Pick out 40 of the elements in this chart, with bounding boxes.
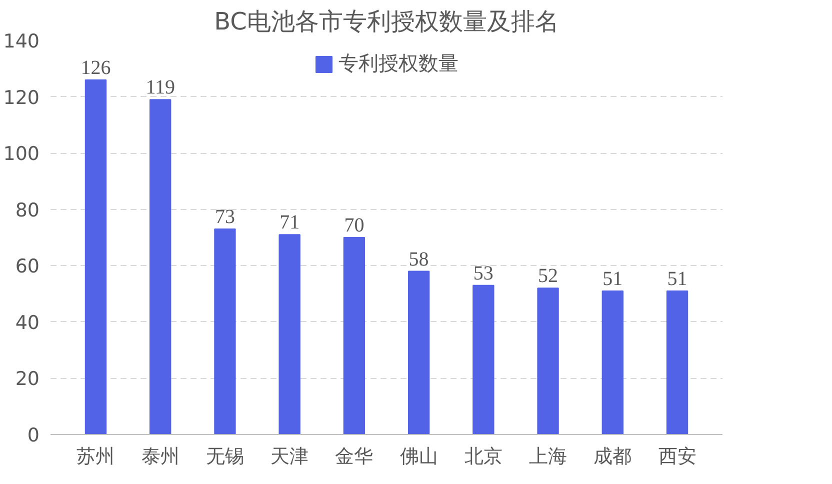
x-tick-label: 西安 bbox=[658, 446, 696, 468]
x-tick-label: 金华 bbox=[335, 446, 374, 468]
y-tick-label: 100 bbox=[3, 143, 40, 166]
data-label: 51 bbox=[667, 268, 688, 290]
data-label: 126 bbox=[80, 56, 111, 79]
x-tick-label: 北京 bbox=[464, 446, 502, 468]
data-label: 52 bbox=[538, 265, 558, 288]
bar bbox=[408, 270, 430, 434]
bar bbox=[278, 234, 300, 434]
x-tick-label: 佛山 bbox=[400, 446, 438, 468]
x-tick-label: 天津 bbox=[270, 446, 309, 468]
y-tick-label: 140 bbox=[3, 30, 40, 52]
bar bbox=[472, 284, 494, 434]
bar bbox=[537, 288, 559, 434]
chart-title: BC电池各市专利授权数量及排名 bbox=[214, 8, 559, 36]
y-tick-label: 80 bbox=[15, 199, 40, 222]
x-tick-label: 苏州 bbox=[76, 446, 115, 468]
y-tick-label: 120 bbox=[3, 86, 40, 109]
bar bbox=[343, 237, 366, 434]
x-tick-label: 泰州 bbox=[141, 446, 180, 468]
data-label: 73 bbox=[214, 206, 235, 228]
bar bbox=[602, 290, 624, 434]
legend-label: 专利授权数量 bbox=[338, 50, 458, 77]
y-tick-label: 60 bbox=[15, 256, 40, 278]
data-label: 70 bbox=[344, 214, 364, 236]
x-tick-label: 上海 bbox=[529, 446, 568, 468]
data-label: 119 bbox=[146, 76, 175, 99]
y-tick-label: 40 bbox=[15, 312, 40, 334]
bar bbox=[214, 228, 236, 434]
x-tick-label: 无锡 bbox=[206, 446, 244, 468]
bar bbox=[666, 290, 688, 434]
data-label: 58 bbox=[408, 248, 429, 270]
bar bbox=[150, 99, 172, 434]
data-label: 71 bbox=[280, 212, 300, 234]
data-label: 53 bbox=[473, 262, 494, 284]
x-tick-label: 成都 bbox=[594, 446, 632, 468]
y-tick-label: 20 bbox=[15, 368, 40, 390]
data-label: 51 bbox=[602, 268, 623, 290]
bar bbox=[84, 79, 107, 434]
y-tick-label: 0 bbox=[27, 424, 40, 446]
